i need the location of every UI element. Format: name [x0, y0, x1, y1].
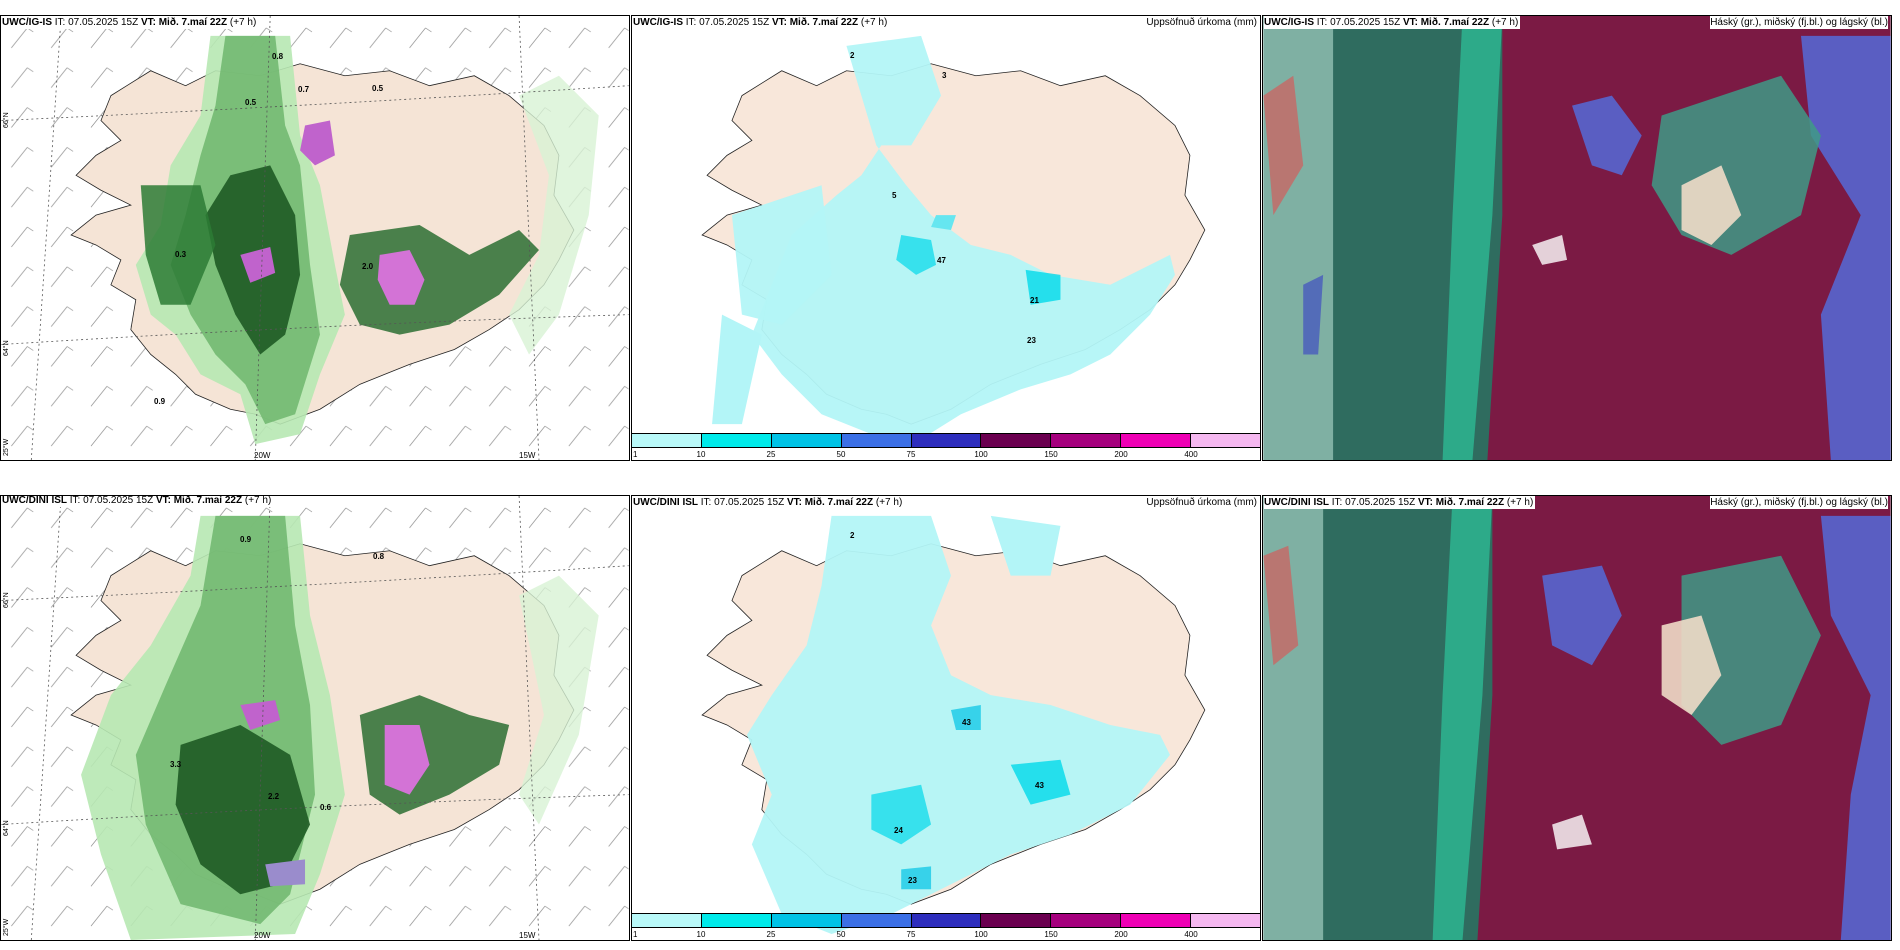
panel-title-right: Uppsöfnuð úrkoma (mm)	[1146, 496, 1257, 509]
tick-label: 100	[974, 930, 988, 939]
map-label: 0.5	[372, 84, 384, 93]
tick-label: 50	[836, 450, 846, 459]
panel-ig-is-accum-precip: UWC/IG-IS IT: 07.05.2025 15Z VT: Mið. 7.…	[631, 15, 1261, 461]
panel-header: UWC/DINI ISL IT: 07.05.2025 15Z VT: Mið.…	[2, 495, 274, 507]
colorbar-swatch	[981, 434, 1052, 447]
panel-title-right: Uppsöfnuð úrkoma (mm)	[1146, 16, 1257, 29]
map-label: 43	[962, 718, 971, 727]
map-precip-wind	[1, 16, 629, 460]
map-precip-wind	[1, 496, 629, 940]
tick-label: 150	[1044, 450, 1058, 459]
tick-label: 100	[974, 450, 988, 459]
map-clouds	[1263, 496, 1891, 940]
colorbar-top	[631, 433, 1261, 448]
tick-label: 1	[633, 930, 638, 939]
tick-label: 50	[836, 930, 846, 939]
lat-label-64: 64°N	[3, 820, 10, 836]
panel-dini-accum-precip: UWC/DINI ISL IT: 07.05.2025 15Z VT: Mið.…	[631, 495, 1261, 941]
panel-dini-clouds: UWC/DINI ISL IT: 07.05.2025 15Z VT: Mið.…	[1262, 495, 1892, 941]
panel-title-right: Háský (gr.), miðský (fj.bl.) og lágský (…	[1710, 16, 1888, 29]
tick-label: 400	[1184, 930, 1198, 939]
map-label: 0.7	[298, 85, 310, 94]
colorbar-swatch	[911, 914, 982, 927]
map-label: 0.5	[245, 98, 257, 107]
colorbar-swatch	[771, 914, 842, 927]
panel-header: UWC/IG-IS IT: 07.05.2025 15Z VT: Mið. 7.…	[1264, 16, 1521, 29]
colorbar-swatch	[1191, 914, 1261, 927]
map-label: 3.3	[170, 760, 182, 769]
tick-label: 10	[696, 930, 706, 939]
colorbar-swatch	[981, 914, 1052, 927]
map-label: 0.6	[320, 803, 332, 812]
colorbar-swatch	[911, 434, 982, 447]
map-label: 43	[1035, 781, 1044, 790]
map-label: 0.3	[175, 250, 187, 259]
map-label: 3	[942, 71, 947, 80]
map-label: 2	[850, 51, 855, 60]
tick-label: 75	[906, 450, 916, 459]
lon-label-15: 15W	[519, 931, 536, 940]
panel-header: UWC/DINI ISL IT: 07.05.2025 15Z VT: Mið.…	[1264, 496, 1536, 509]
panel-title-right: Háský (gr.), miðský (fj.bl.) og lágský (…	[1710, 496, 1888, 509]
lon-label-20: 20W	[254, 451, 271, 460]
lon-label-15: 15W	[519, 451, 536, 460]
map-label: 0.8	[373, 552, 385, 561]
map-label: 0.9	[240, 535, 252, 544]
map-label: 2.0	[362, 262, 374, 271]
panel-header: UWC/IG-IS IT: 07.05.2025 15Z VT: Mið. 7.…	[2, 16, 259, 29]
map-label: 21	[1030, 296, 1039, 305]
colorbar-swatch	[1121, 434, 1192, 447]
tick-label: 200	[1114, 930, 1128, 939]
map-label: 23	[1027, 336, 1036, 345]
colorbar-swatch	[1121, 914, 1192, 927]
colorbar-swatch	[1191, 434, 1261, 447]
tick-label: 25	[766, 930, 776, 939]
tick-label: 75	[906, 930, 916, 939]
tick-label: 200	[1114, 450, 1128, 459]
tick-label: 150	[1044, 930, 1058, 939]
map-label: 2.2	[268, 792, 280, 801]
map-accum-precip	[701, 35, 1206, 440]
colorbar-bottom	[631, 913, 1261, 928]
map-label: 47	[937, 256, 946, 265]
map-clouds	[1263, 16, 1891, 460]
map-label: 24	[894, 826, 903, 835]
colorbar-swatch	[841, 914, 912, 927]
colorbar-swatch	[1051, 914, 1122, 927]
lat-label-66: 66°N	[3, 592, 10, 608]
map-label: 0.9	[154, 397, 166, 406]
colorbar-swatch	[632, 434, 702, 447]
panel-header: UWC/DINI ISL IT: 07.05.2025 15Z VT: Mið.…	[633, 496, 905, 509]
colorbar-swatch	[632, 914, 702, 927]
lat-label-64: 64°N	[3, 340, 10, 356]
colorbar-swatch	[771, 434, 842, 447]
panel-ig-is-clouds: UWC/IG-IS IT: 07.05.2025 15Z VT: Mið. 7.…	[1262, 15, 1892, 461]
colorbar-swatch	[701, 434, 772, 447]
colorbar-swatch	[701, 914, 772, 927]
panel-ig-is-precip-wind: UWC/IG-IS IT: 07.05.2025 15Z VT: Mið. 7.…	[0, 15, 630, 461]
colorbar-swatch	[841, 434, 912, 447]
lon-label-25: 25°W	[3, 438, 10, 456]
tick-label: 400	[1184, 450, 1198, 459]
map-accum-precip	[701, 515, 1206, 935]
colorbar-swatch	[1051, 434, 1122, 447]
lat-label-66: 66°N	[3, 112, 10, 128]
map-label: 23	[908, 876, 917, 885]
tick-label: 10	[696, 450, 706, 459]
colorbar-ticks-bottom: 1 10 25 50 75 100 150 200 400	[631, 930, 1261, 940]
lon-label-25: 25°W	[3, 918, 10, 936]
map-label: 0.8	[272, 52, 284, 61]
tick-label: 1	[633, 450, 638, 459]
map-label: 5	[892, 191, 897, 200]
lon-label-20: 20W	[254, 931, 271, 940]
colorbar-ticks-top: 1 10 25 50 75 100 150 200 400	[631, 450, 1261, 460]
map-label: 2	[850, 531, 855, 540]
panel-dini-precip-wind: UWC/DINI ISL IT: 07.05.2025 15Z VT: Mið.…	[0, 495, 630, 941]
panel-header: UWC/IG-IS IT: 07.05.2025 15Z VT: Mið. 7.…	[633, 16, 890, 29]
tick-label: 25	[766, 450, 776, 459]
